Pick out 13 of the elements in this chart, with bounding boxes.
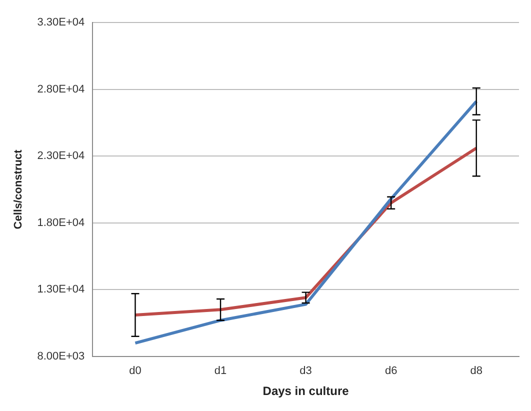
y-tick-label: 2.80E+04 bbox=[37, 83, 85, 96]
y-tick-label: 1.80E+04 bbox=[37, 216, 85, 229]
x-tick-label: d1 bbox=[214, 365, 227, 378]
x-tick-label: d6 bbox=[384, 365, 398, 378]
y-tick-label: 1.30E+04 bbox=[37, 284, 85, 296]
x-tick-label: d8 bbox=[470, 365, 482, 378]
x-axis-title: Days in culture bbox=[262, 384, 350, 398]
x-tick-label: d0 bbox=[129, 365, 142, 378]
y-tick-label: 2.30E+04 bbox=[37, 150, 85, 162]
y-tick-label: 3.30E+04 bbox=[37, 16, 85, 29]
y-tick-label: 8.00E+03 bbox=[37, 350, 85, 362]
x-tick-label: d3 bbox=[300, 365, 312, 378]
y-axis-title: Cells/construct bbox=[12, 149, 25, 230]
